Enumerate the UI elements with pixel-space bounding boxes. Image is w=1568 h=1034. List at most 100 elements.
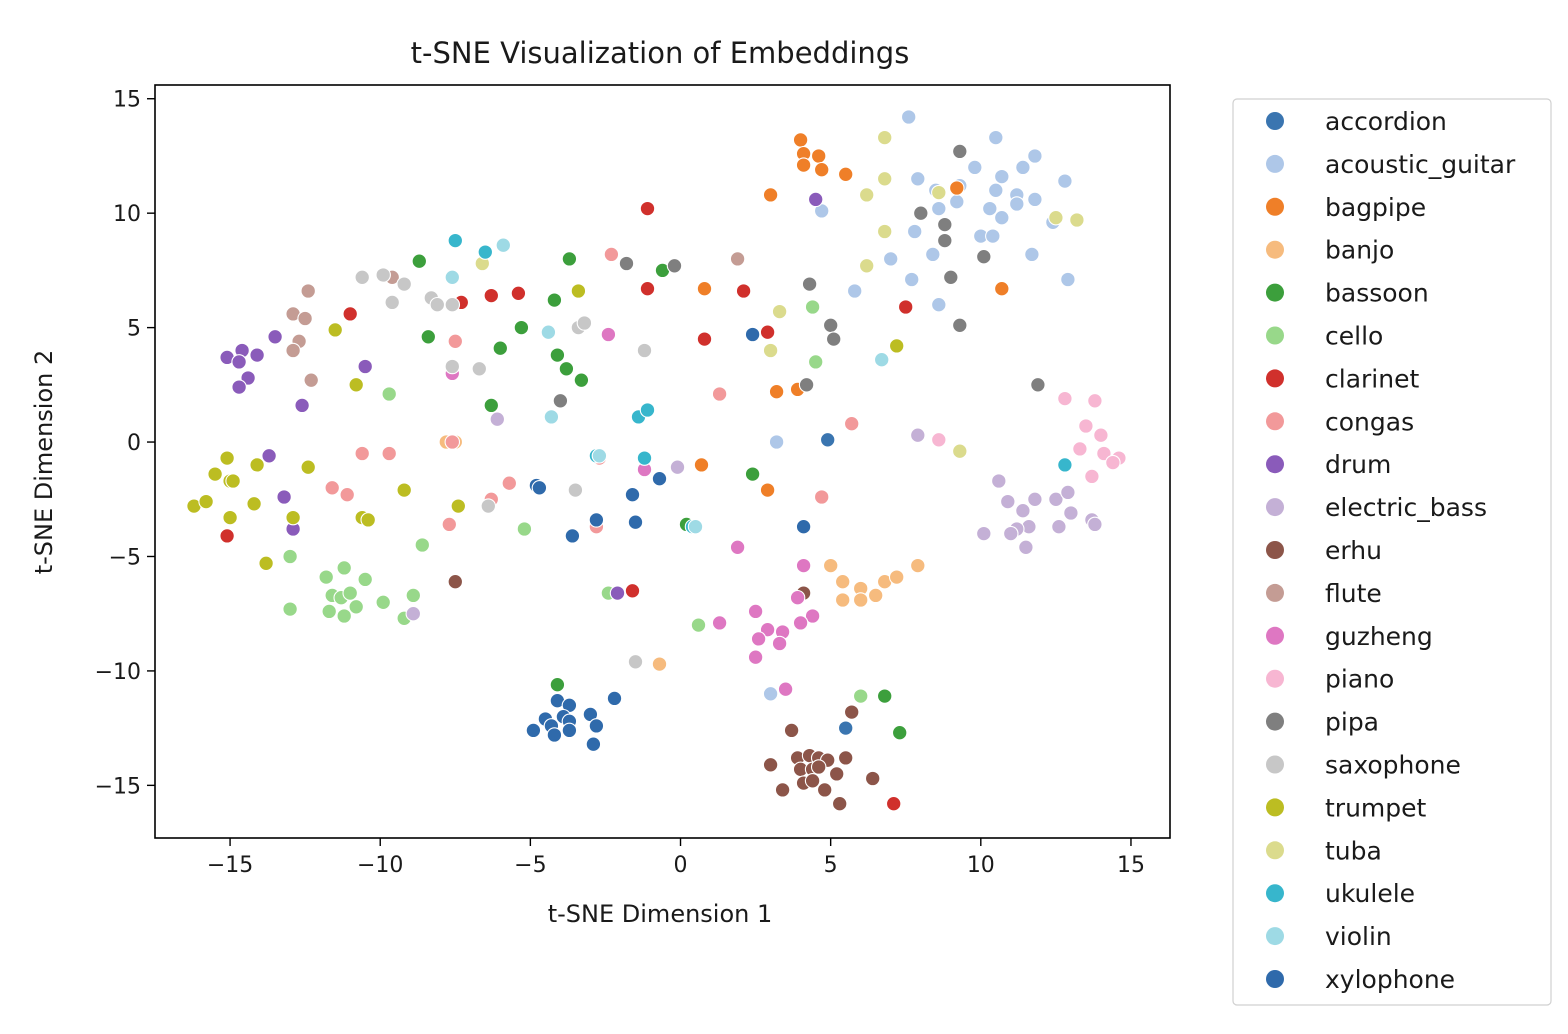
- data-point: [876, 171, 893, 187]
- data-point: [1072, 441, 1088, 457]
- data-point: [810, 148, 827, 164]
- data-point: [225, 473, 241, 489]
- data-point: [831, 795, 848, 812]
- data-point: [492, 340, 509, 356]
- data-point: [591, 448, 608, 464]
- x-tick-label: 15: [1117, 853, 1145, 878]
- data-point: [516, 521, 533, 537]
- data-point: [525, 722, 542, 739]
- data-point: [810, 759, 827, 775]
- legend-marker: [1266, 112, 1284, 130]
- data-point: [501, 475, 518, 491]
- data-point: [816, 782, 833, 798]
- data-point: [396, 276, 412, 292]
- data-point: [249, 457, 265, 473]
- data-point: [876, 129, 893, 146]
- legend-label: trumpet: [1325, 793, 1427, 822]
- data-point: [1087, 516, 1103, 533]
- data-point: [489, 411, 506, 427]
- data-point: [420, 329, 437, 345]
- data-point: [1027, 148, 1043, 164]
- legend-marker: [1266, 755, 1284, 774]
- data-point: [285, 342, 301, 359]
- legend-item: erhu: [1266, 536, 1382, 565]
- chart-title: t-SNE Visualization of Embeddings: [411, 36, 910, 70]
- data-point: [792, 615, 809, 631]
- data-point: [925, 246, 941, 263]
- data-point: [943, 269, 959, 286]
- data-point: [354, 445, 370, 462]
- legend-marker: [1266, 541, 1284, 559]
- legend-item: drum: [1266, 450, 1391, 479]
- data-point: [573, 372, 590, 388]
- data-point: [837, 750, 854, 766]
- data-point: [381, 386, 397, 402]
- y-tick-label: 10: [113, 202, 141, 227]
- data-point: [888, 569, 905, 585]
- legend-label: clarinet: [1325, 364, 1419, 393]
- data-point: [546, 292, 563, 308]
- data-point: [798, 377, 815, 393]
- series-piano: [931, 390, 1127, 485]
- legend-item: xylophone: [1266, 965, 1455, 994]
- data-point: [729, 251, 746, 267]
- data-point: [606, 690, 623, 707]
- series-electric-bass: [405, 411, 1103, 622]
- data-point: [282, 548, 298, 565]
- data-point: [1057, 457, 1073, 473]
- x-tick-label: 5: [824, 853, 838, 878]
- legend-label: guzheng: [1325, 622, 1433, 651]
- data-point: [837, 166, 854, 183]
- data-point: [336, 608, 352, 624]
- legend-item: piano: [1266, 665, 1394, 694]
- legend-item: bagpipe: [1266, 193, 1426, 222]
- legend-item: cello: [1266, 322, 1383, 351]
- data-point: [843, 704, 860, 720]
- data-point: [627, 514, 644, 530]
- data-point: [561, 251, 578, 267]
- data-point: [774, 782, 791, 798]
- data-point: [198, 493, 214, 510]
- data-point: [276, 489, 292, 505]
- series-cello: [282, 299, 869, 704]
- data-point: [627, 654, 644, 670]
- data-point: [639, 280, 656, 297]
- data-point: [822, 557, 839, 574]
- data-point: [639, 402, 656, 418]
- data-point: [207, 466, 223, 482]
- data-point: [1027, 191, 1043, 208]
- data-point: [910, 171, 926, 187]
- data-point: [354, 269, 370, 286]
- data-point: [1060, 484, 1076, 501]
- data-point: [759, 621, 776, 638]
- data-point: [483, 397, 500, 414]
- legend-marker: [1266, 240, 1284, 259]
- data-point: [937, 216, 953, 233]
- data-point: [813, 489, 830, 505]
- data-point: [303, 372, 319, 388]
- data-point: [342, 585, 358, 601]
- legend-frame: [1232, 98, 1552, 1006]
- x-tick-label: −5: [514, 853, 546, 878]
- data-point: [588, 718, 605, 734]
- data-point: [339, 486, 355, 503]
- data-point: [807, 354, 824, 370]
- data-point: [282, 601, 298, 617]
- data-point: [804, 773, 821, 789]
- x-tick-label: −10: [357, 853, 403, 878]
- legend-item: flute: [1266, 579, 1382, 608]
- data-point: [1060, 271, 1076, 288]
- data-point: [1018, 539, 1034, 556]
- data-point: [988, 182, 1004, 199]
- data-point: [771, 303, 788, 320]
- data-point: [1030, 377, 1046, 393]
- data-point: [1051, 518, 1067, 535]
- data-point: [639, 200, 656, 217]
- data-point: [510, 285, 527, 302]
- data-point: [744, 466, 761, 482]
- legend-label: xylophone: [1325, 965, 1455, 994]
- data-point: [952, 317, 968, 334]
- data-point: [762, 757, 779, 773]
- legend-item: banjo: [1266, 236, 1394, 265]
